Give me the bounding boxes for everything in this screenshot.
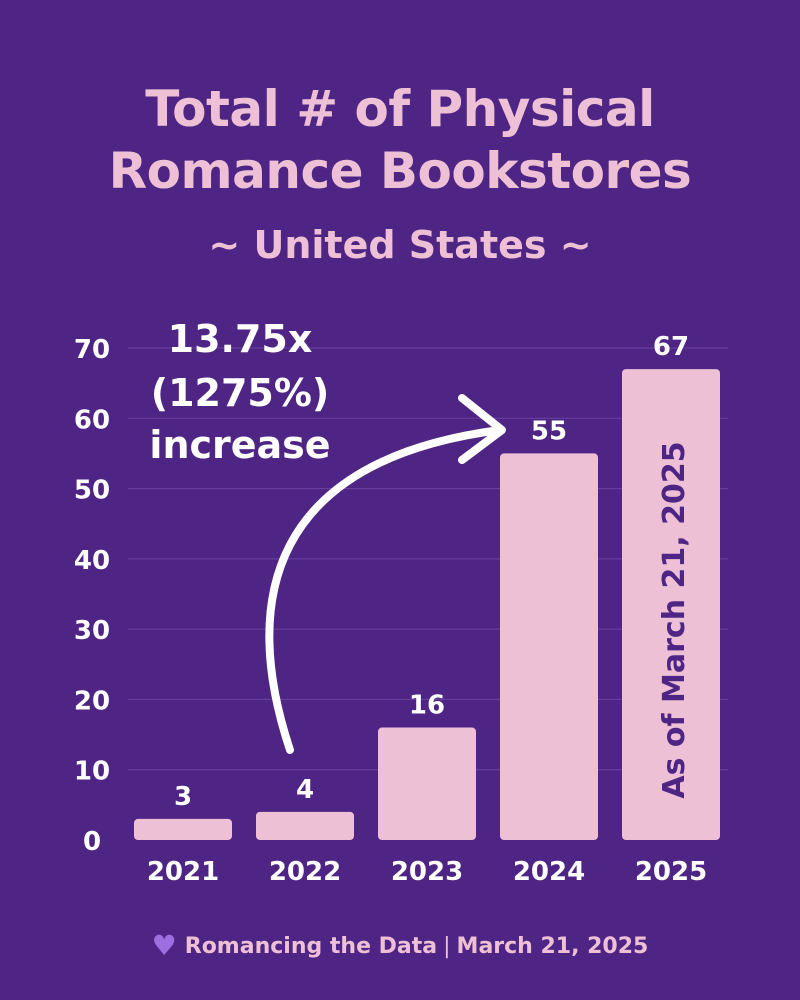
y-tick-label: 20 <box>74 686 110 716</box>
y-tick-label: 0 <box>83 827 101 857</box>
y-tick-label: 60 <box>74 405 110 435</box>
chart-title: Total # of Physical Romance Bookstores <box>0 78 800 202</box>
x-tick-label-2022: 2022 <box>269 857 341 887</box>
footer-separator: | <box>443 934 451 959</box>
footer: ♥ Romancing the Data | March 21, 2025 <box>0 928 800 965</box>
bar-note-annotation: As of March 21, 2025 <box>657 441 692 798</box>
bar-2025 <box>622 369 720 840</box>
growth-annotation: 13.75x (1275%) increase <box>149 317 330 467</box>
heart-icon: ♥ <box>151 929 177 962</box>
growth-arrow-curve <box>265 426 504 754</box>
chart-subtitle: ~ United States ~ <box>208 223 592 267</box>
y-axis-ticks: 0 10 20 30 40 50 60 70 <box>74 335 110 857</box>
y-tick-label: 30 <box>74 616 110 646</box>
data-labels: 3 4 16 55 67 <box>174 332 689 812</box>
growth-annotation-line-3: increase <box>149 423 330 467</box>
x-tick-label-2021: 2021 <box>147 857 219 887</box>
data-label-2021: 3 <box>174 782 192 812</box>
y-tick-label: 50 <box>74 476 110 506</box>
bar-2021 <box>134 818 232 840</box>
footer-date: March 21, 2025 <box>456 934 649 959</box>
title-line-1: Total # of Physical <box>145 80 655 138</box>
data-label-2022: 4 <box>296 775 314 805</box>
title-line-2: Romance Bookstores <box>108 142 692 200</box>
growth-annotation-line-1: 13.75x <box>168 317 313 361</box>
bar-2023 <box>378 727 476 840</box>
bar-2024 <box>500 453 598 840</box>
growth-arrow <box>265 394 506 754</box>
bar-2022 <box>256 811 354 840</box>
growth-annotation-line-2: (1275%) <box>151 371 330 415</box>
y-tick-label: 70 <box>74 335 110 365</box>
data-label-2024: 55 <box>531 416 567 446</box>
footer-source: Romancing the Data <box>184 934 438 959</box>
bars <box>134 369 720 840</box>
x-tick-label-2024: 2024 <box>513 857 585 887</box>
x-tick-label-2023: 2023 <box>391 857 463 887</box>
growth-arrow-head <box>458 394 506 464</box>
data-label-2025: 67 <box>653 332 689 362</box>
data-label-2023: 16 <box>409 691 445 721</box>
x-axis-ticks: 2021 2022 2023 2024 2025 <box>147 857 707 887</box>
y-tick-label: 10 <box>74 757 110 787</box>
x-tick-label-2025: 2025 <box>635 857 707 887</box>
y-tick-label: 40 <box>74 546 110 576</box>
